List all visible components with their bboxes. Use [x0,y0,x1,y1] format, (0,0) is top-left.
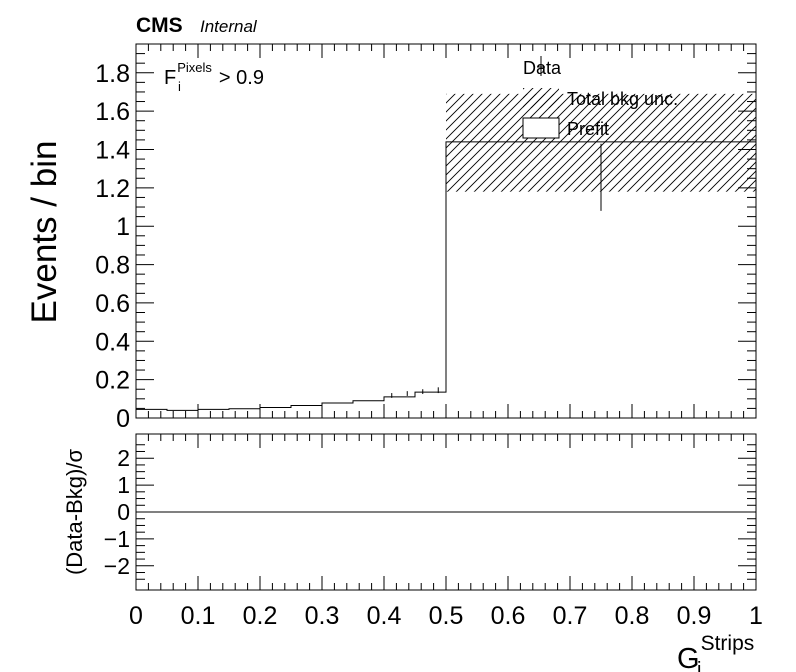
x-tick-label: 0.6 [491,602,526,630]
main-y-tick-label: 0.8 [95,252,130,280]
ratio-y-axis-label: (Data-Bkg)/σ [62,449,87,575]
legend-label-data: Data [523,58,562,78]
ratio-y-tick-label: 1 [117,472,130,498]
pixels-annotation-base: F [164,67,176,89]
main-frame [135,43,757,419]
main-y-tick-label: 0.4 [95,328,130,356]
main-y-tick-label: 1 [116,213,130,241]
x-tick-label: 0.9 [677,602,712,630]
main-y-tick-label: 0.6 [95,290,130,318]
ratio-y-tick-label: 2 [117,445,130,471]
pixels-annotation-sup: Pixels [177,60,212,75]
pixels-annotation-sub: i [178,79,181,94]
main-y-tick-label: 0 [116,405,130,433]
x-axis-label-sup: Strips [701,632,755,655]
small-error-layer [391,387,439,398]
main-ticks: 0 0.2 0.4 0.6 0.8 1 1.2 1.4 1.6 1.8 [95,44,757,433]
pixels-annotation-suffix: > 0.9 [219,67,264,89]
legend-swatch-hatch [523,88,559,108]
x-tick-label: 0.5 [429,602,464,630]
x-tick-label: 0.8 [615,602,650,630]
x-tick-label: 0 [129,602,143,630]
cms-label: CMS [136,14,183,37]
main-y-tick-label: 1.2 [95,175,130,203]
x-tick-labels: 0 0.1 0.2 0.3 0.4 0.5 0.6 0.7 0.8 0.9 1 [129,602,763,630]
x-tick-label: 1 [749,602,763,630]
legend-label-prefit: Prefit [567,119,609,139]
x-axis-label: GStrips [677,632,754,672]
x-tick-label: 0.4 [367,602,402,630]
main-y-tick-label: 1.8 [95,60,130,88]
legend-label-unc: Total bkg unc. [567,89,678,109]
ratio-y-tick-label: −1 [104,526,130,552]
main-y-axis-label: Events / bin [25,141,64,324]
x-tick-label: 0.2 [243,602,278,630]
x-axis-label-sub: i [697,659,701,672]
ratio-y-tick-label: 0 [117,499,130,525]
x-axis-label-base: G [677,643,700,672]
x-tick-label: 0.7 [553,602,588,630]
ratio-frame [135,433,757,591]
legend-swatch-prefit [522,117,560,139]
x-tick-label: 0.3 [305,602,340,630]
main-y-tick-label: 1.6 [95,98,130,126]
status-label: Internal [200,17,258,36]
pixels-annotation: FPixels > 0.9 [164,60,264,89]
main-y-tick-label: 0.2 [95,367,130,395]
ratio-y-tick-label: −2 [104,553,130,579]
main-y-tick-label: 1.4 [95,136,130,164]
x-tick-label: 0.1 [181,602,216,630]
